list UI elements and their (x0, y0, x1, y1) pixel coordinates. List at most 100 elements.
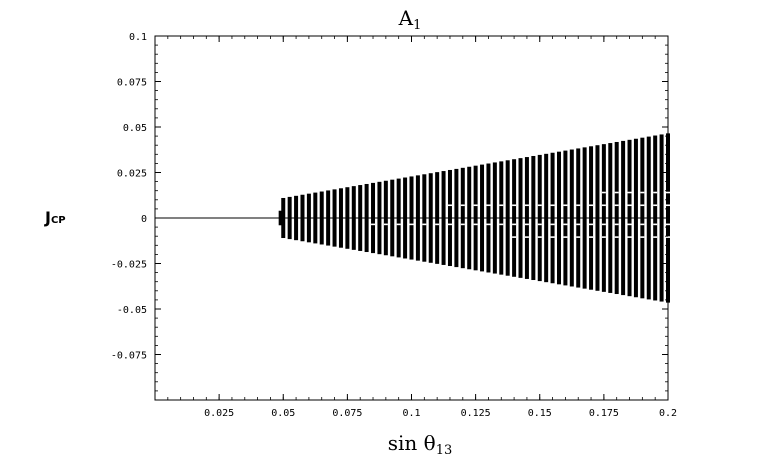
band-gap (601, 191, 606, 194)
band-gap (473, 223, 478, 226)
data-bar (338, 188, 343, 248)
data-bar (627, 139, 632, 297)
data-bar (505, 160, 510, 276)
band-gap (640, 204, 645, 207)
band-gap (422, 223, 427, 226)
data-bar (621, 140, 626, 296)
band-gap (576, 223, 581, 226)
data-bar (518, 158, 523, 278)
band-gap (589, 204, 594, 207)
band-gap (576, 236, 581, 238)
band-gap (486, 223, 491, 226)
data-bar (319, 191, 324, 245)
data-bar (332, 189, 337, 247)
y-tick-label: -0.025 (111, 260, 147, 271)
band-gap (614, 204, 619, 207)
data-bar (556, 151, 561, 285)
data-bar (486, 163, 491, 273)
band-gap (524, 236, 529, 238)
data-bar (390, 179, 395, 257)
data-bar (614, 141, 619, 295)
band-gap (627, 223, 632, 226)
band-gap (640, 191, 645, 194)
band-gap (640, 223, 645, 226)
data-bar (653, 135, 658, 301)
x-tick-label: 0.2 (659, 408, 677, 419)
band-gap (550, 236, 555, 238)
data-bar (595, 145, 600, 291)
data-bar (633, 138, 638, 298)
data-bar (294, 195, 299, 241)
band-gap (499, 204, 504, 207)
x-tick-label: 0.175 (589, 408, 619, 419)
band-gap (653, 191, 658, 194)
data-bar (454, 168, 459, 268)
x-axis-label: sin θ13 (388, 431, 453, 458)
y-tick-label: 0.075 (117, 78, 147, 89)
data-bar (563, 150, 568, 286)
band-gap (640, 236, 645, 238)
data-bar (358, 185, 363, 251)
data-bar (608, 143, 613, 293)
data-bar (582, 147, 587, 289)
band-gap (371, 223, 376, 226)
band-gap (537, 236, 542, 238)
band-gap (460, 204, 465, 207)
band-gap (447, 223, 452, 226)
band-gap (666, 236, 670, 238)
band-gap (563, 204, 568, 207)
band-gap (460, 223, 465, 226)
y-axis-ticks: 0.1 0.075 0.05 0.025 0 -0.025 -0.05 -0.075 (111, 32, 668, 392)
x-axis-ticks: 0.025 0.05 0.075 0.1 0.125 0.15 0.175 0.2 (167, 36, 677, 419)
y-tick-label: 0 (141, 214, 147, 225)
data-marks (155, 133, 670, 303)
data-bar (383, 180, 388, 256)
band-gap (512, 223, 517, 226)
data-bar (499, 161, 504, 275)
band-gap (550, 223, 555, 226)
band-gap (653, 204, 658, 207)
data-bar (435, 172, 440, 264)
band-gap (537, 204, 542, 207)
band-gap (447, 204, 452, 207)
data-bar (364, 183, 369, 253)
data-bar (640, 137, 645, 299)
data-bar (576, 148, 581, 288)
y-tick-label: -0.075 (111, 351, 147, 362)
band-gap (653, 223, 658, 226)
data-bar (550, 152, 555, 284)
data-bar (659, 134, 664, 302)
y-axis-label: JCP (44, 208, 66, 227)
band-gap (601, 204, 606, 207)
data-bar (371, 182, 376, 254)
x-tick-label: 0.15 (528, 408, 552, 419)
band-gap (512, 236, 517, 238)
band-gap (486, 204, 491, 207)
data-bar (646, 136, 651, 300)
data-bar (351, 186, 356, 250)
data-bar (544, 153, 549, 283)
data-bar (473, 165, 478, 271)
band-gap (627, 236, 632, 238)
data-bar (345, 187, 350, 249)
data-bar (537, 154, 542, 282)
band-gap (396, 223, 401, 226)
data-bar (409, 176, 414, 260)
y-tick-label: 0.1 (129, 32, 147, 43)
data-bar (287, 196, 292, 240)
y-tick-label: 0.025 (117, 169, 147, 180)
band-gap (473, 204, 478, 207)
band-gap (627, 191, 632, 194)
band-gap (499, 223, 504, 226)
chart-title: A1 (398, 6, 422, 33)
data-bar (569, 149, 574, 287)
band-gap (383, 223, 388, 226)
data-bar (447, 169, 452, 267)
x-tick-label: 0.1 (402, 408, 420, 419)
data-bar (326, 190, 331, 246)
plot-area: 0.025 0.05 0.075 0.1 0.125 0.15 0.175 0.2 0.10.… (111, 32, 677, 419)
data-bar (589, 146, 594, 290)
data-bar (313, 192, 318, 244)
data-bar (403, 177, 408, 259)
band-gap (576, 204, 581, 207)
